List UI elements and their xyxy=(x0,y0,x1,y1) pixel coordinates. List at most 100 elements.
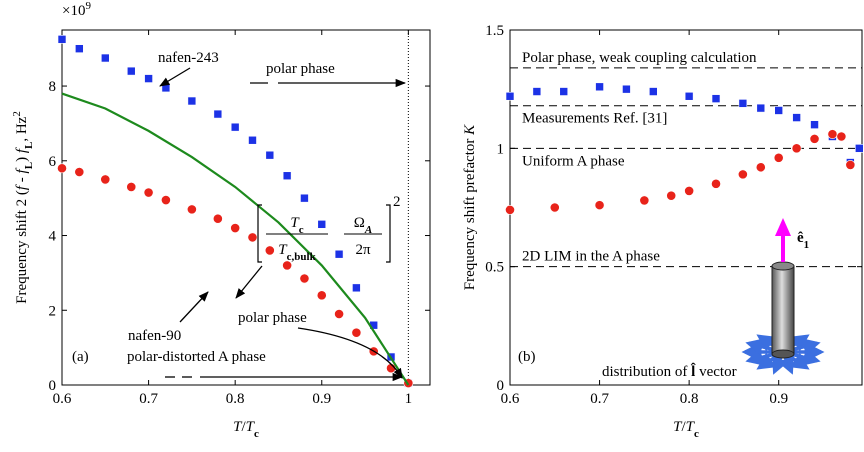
circle-marker xyxy=(316,290,327,301)
circle-marker xyxy=(773,152,784,163)
circle-marker xyxy=(827,129,838,140)
square-marker xyxy=(282,171,292,181)
square-marker xyxy=(505,91,515,101)
square-marker xyxy=(248,135,257,145)
square-marker xyxy=(161,83,171,93)
square-marker xyxy=(75,44,84,53)
circle-marker xyxy=(247,232,258,243)
x-tick-label: 0.6 xyxy=(53,391,72,407)
formula-part: ΩA xyxy=(354,215,373,236)
line-series xyxy=(61,92,410,386)
x-tick-label: 0.6 xyxy=(501,391,520,407)
annotation: polar-distorted A phase xyxy=(127,349,266,365)
circle-marker xyxy=(230,223,241,233)
y-tick-label: 0 xyxy=(49,378,57,394)
inset-e1-head xyxy=(775,218,791,236)
formula-part: Tc xyxy=(290,215,303,236)
x-tick-label: 0.7 xyxy=(590,391,609,407)
circle-marker xyxy=(100,174,111,185)
circle-marker xyxy=(143,187,154,198)
bracket xyxy=(257,204,262,263)
square-marker xyxy=(595,82,604,92)
x-tick-label: 0.7 xyxy=(139,391,158,407)
circle-marker xyxy=(836,131,847,142)
square-marker xyxy=(810,120,819,129)
text-part: distribution of xyxy=(602,364,691,380)
square-marker xyxy=(334,249,344,259)
circle-marker xyxy=(57,163,67,174)
y-tick-label: 6 xyxy=(49,154,57,170)
square-marker xyxy=(187,96,197,106)
circle-marker xyxy=(755,162,766,173)
text-part: T xyxy=(673,419,683,435)
y-tick-label: 1 xyxy=(497,141,505,157)
text-part: f xyxy=(14,184,30,190)
series-label: nafen-90 xyxy=(128,328,181,344)
square-marker xyxy=(300,193,309,203)
text-part: T xyxy=(233,419,243,435)
circle-marker xyxy=(212,213,223,224)
square-marker xyxy=(100,53,110,63)
reference-label: Measurements Ref. [31] xyxy=(522,111,667,127)
circle-marker xyxy=(711,178,721,189)
x-axis-label: T/Tc xyxy=(233,419,259,440)
y-axis-label: Frequency shift prefactor K xyxy=(462,124,478,290)
plot-frame xyxy=(509,29,863,386)
square-marker xyxy=(213,109,223,119)
square-marker xyxy=(738,99,748,108)
square-marker xyxy=(532,87,542,96)
circle-marker xyxy=(351,327,362,338)
text-part: - xyxy=(14,173,30,186)
text-part: T xyxy=(290,215,300,231)
square-marker xyxy=(756,103,766,113)
text-part: 9 xyxy=(85,0,91,12)
y-tick-label: 0.5 xyxy=(485,260,504,276)
text-part: / xyxy=(681,419,686,435)
arrow xyxy=(297,327,403,379)
text-part: ) xyxy=(14,153,30,162)
text-part: Ω xyxy=(354,215,365,231)
text-part: l̂ xyxy=(690,362,696,380)
y-tick-label: 8 xyxy=(49,79,57,95)
circle-marker xyxy=(666,190,677,201)
y-axis-label: Frequency shift 2 (f - fL) fL, Hz2 xyxy=(11,111,35,304)
text-part: L xyxy=(23,142,35,149)
formula-part: 2π xyxy=(355,242,371,258)
text-part: f xyxy=(14,147,30,153)
axis-multiplier: ×109 xyxy=(62,0,91,19)
text-part: 2 xyxy=(11,111,23,117)
square-marker xyxy=(792,113,801,122)
square-marker xyxy=(711,94,721,103)
circle-marker xyxy=(186,204,197,215)
square-marker xyxy=(352,283,361,293)
text-part: c xyxy=(694,428,699,440)
circle-marker xyxy=(791,143,802,154)
circle-marker xyxy=(126,182,137,192)
text-part: vector xyxy=(695,364,736,380)
arrow xyxy=(235,265,263,299)
text-part: L xyxy=(23,162,35,169)
circle-marker xyxy=(334,309,344,319)
circle-marker xyxy=(639,195,650,206)
square-marker xyxy=(559,87,569,96)
circle-marker xyxy=(161,195,171,205)
square-marker xyxy=(144,74,153,83)
text-part: c xyxy=(254,428,259,440)
annotation: polar phase xyxy=(266,61,335,77)
square-marker xyxy=(265,150,275,160)
circle-marker xyxy=(737,169,748,180)
inset-cylinder-bottom xyxy=(771,349,795,359)
annotation: polar phase xyxy=(238,310,307,326)
square-marker xyxy=(684,91,694,101)
y-tick-label: 4 xyxy=(49,229,57,245)
text-part: / xyxy=(241,419,246,435)
circle-marker xyxy=(74,167,85,177)
text-part: T xyxy=(686,419,696,435)
text-part: T xyxy=(278,242,288,258)
bracket xyxy=(386,204,391,263)
text-part: ê xyxy=(797,230,804,246)
x-tick-label: 0.8 xyxy=(680,391,699,407)
text-part: c xyxy=(299,224,304,236)
square-marker xyxy=(317,220,327,229)
